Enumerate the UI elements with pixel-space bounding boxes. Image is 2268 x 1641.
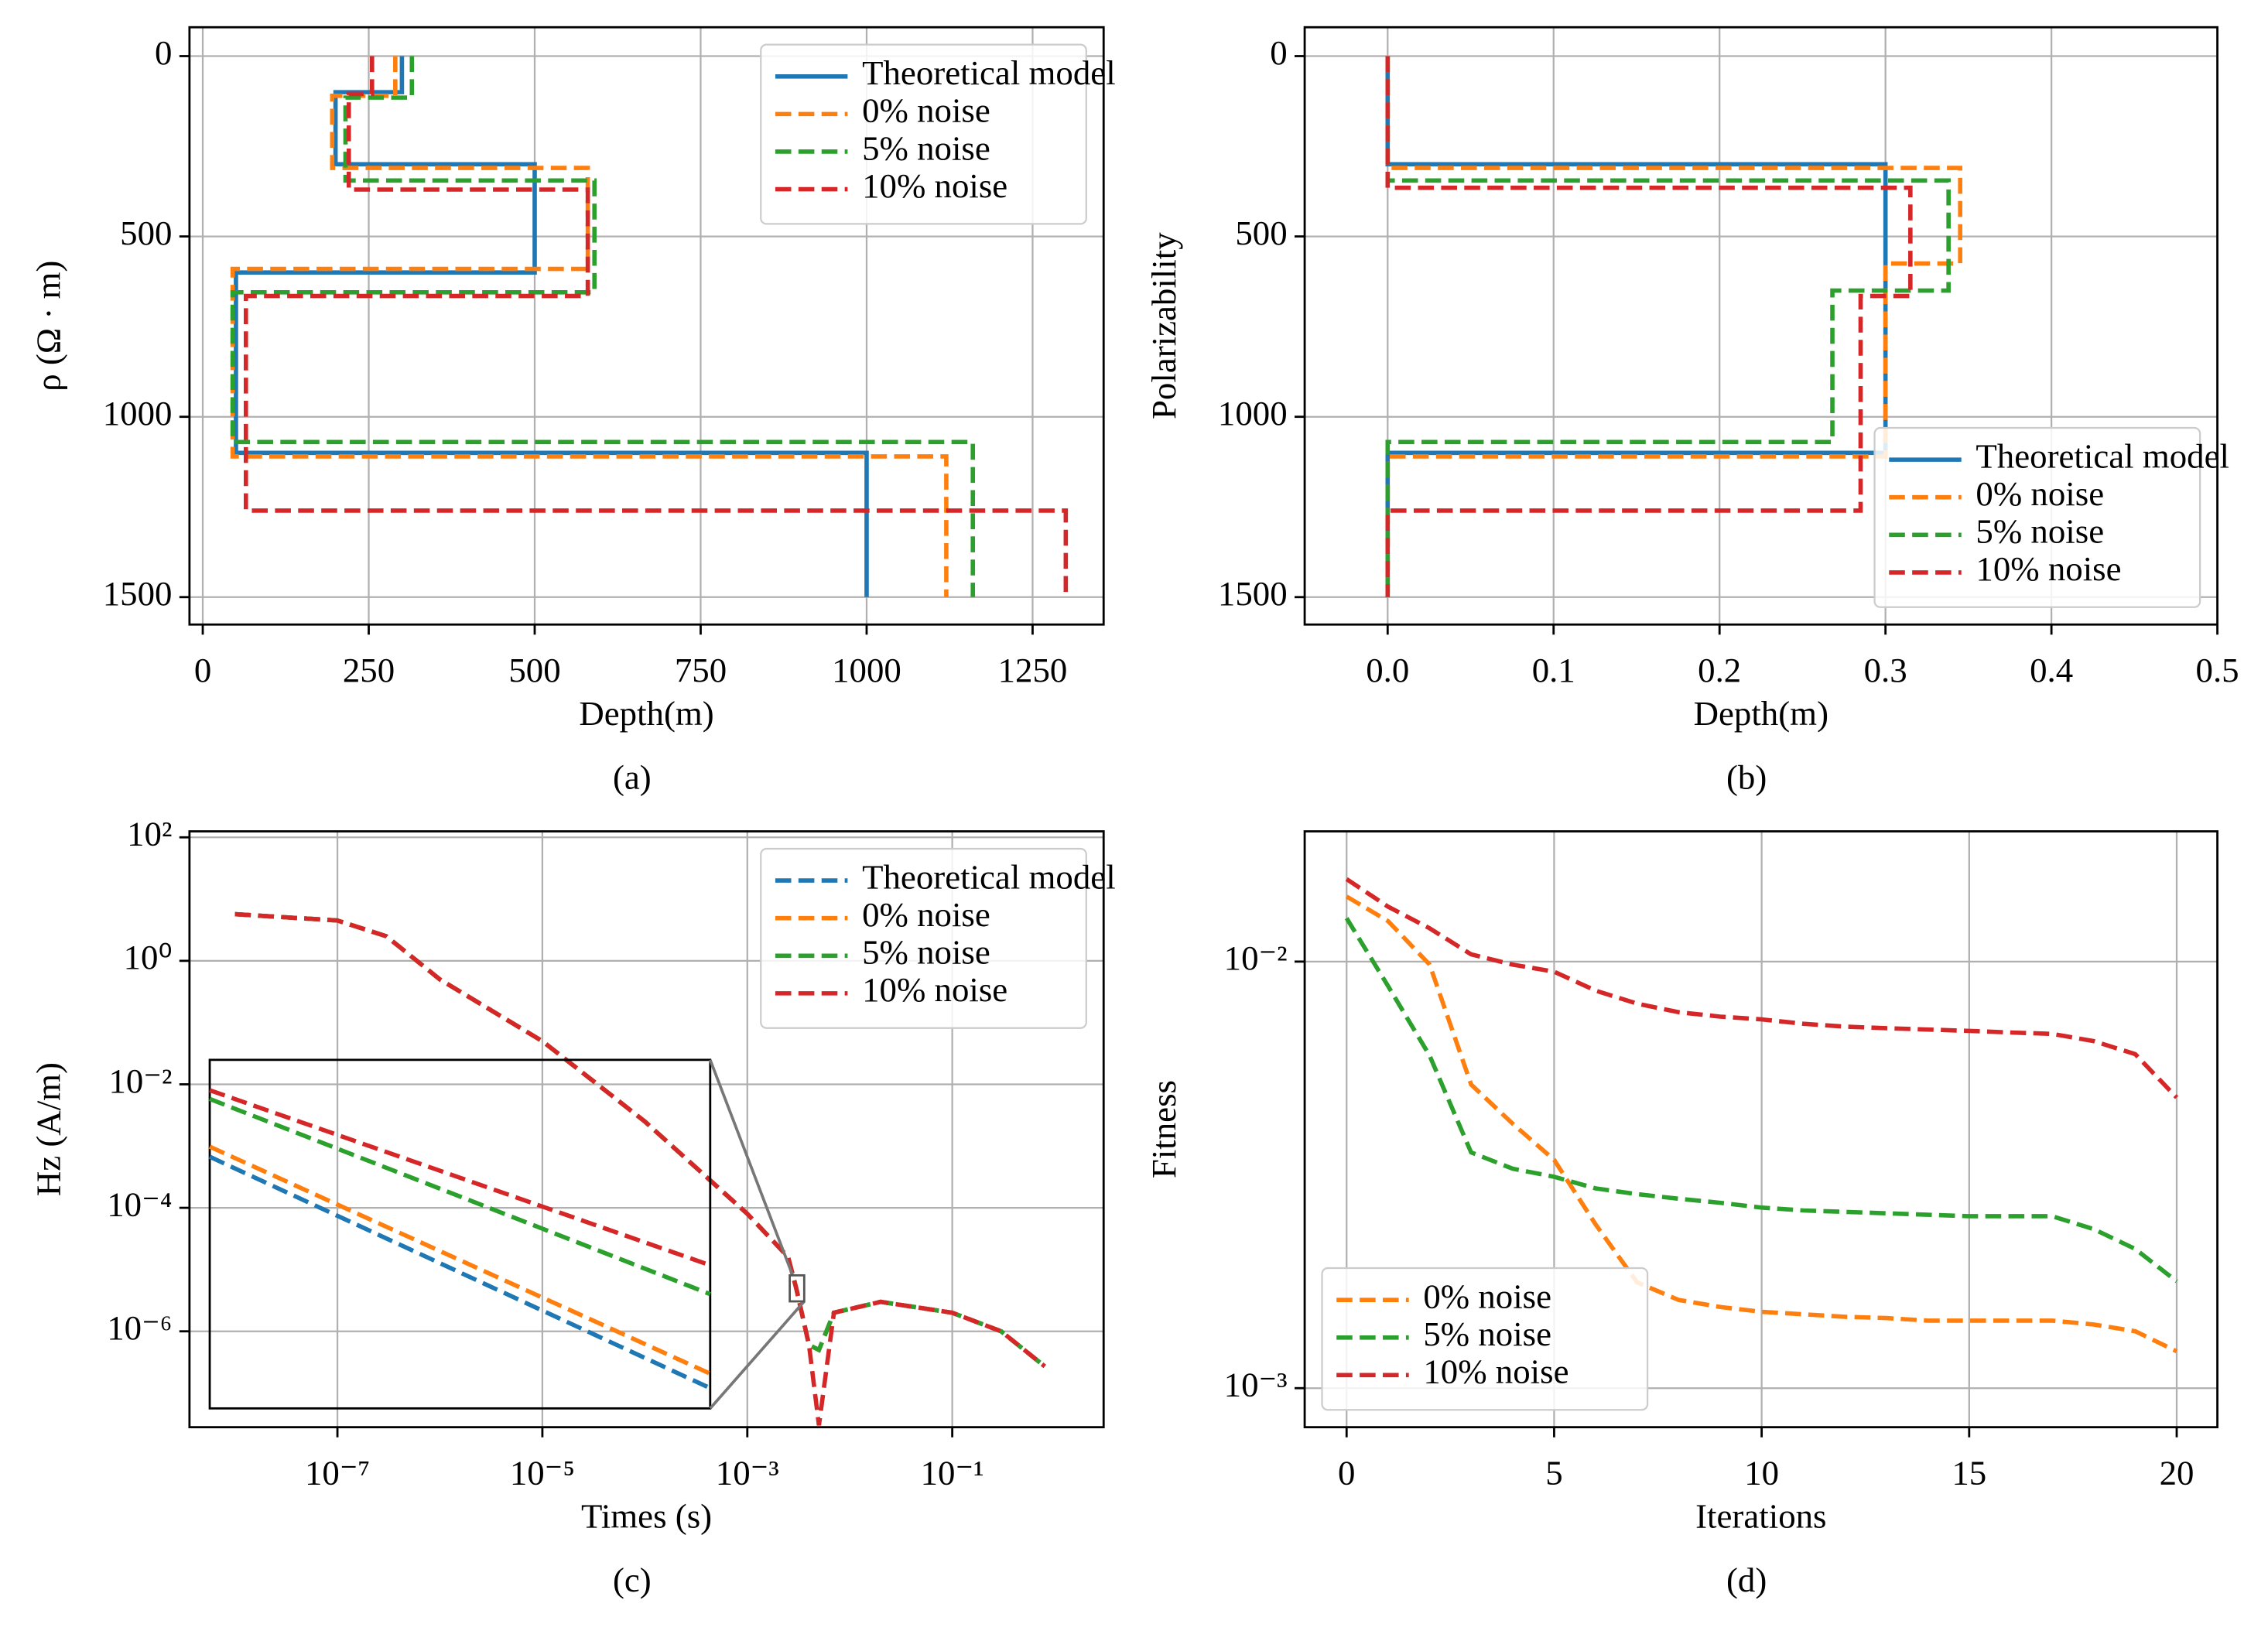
inset-line bbox=[208, 1154, 711, 1390]
y-axis-label: Polarizability bbox=[1144, 232, 1183, 419]
legend-label: Theoretical model bbox=[862, 53, 1116, 92]
x-axis-label: Iterations bbox=[1695, 1497, 1826, 1536]
legend-label: 10% noise bbox=[862, 166, 1007, 205]
x-tick-label: 0.2 bbox=[1698, 651, 1741, 689]
x-tick-label: 20 bbox=[2160, 1454, 2194, 1492]
legend-label: 0% noise bbox=[862, 91, 990, 130]
y-tick-label: 10² bbox=[127, 815, 172, 853]
series-line bbox=[230, 56, 976, 597]
connector bbox=[709, 1300, 806, 1410]
plot-frame bbox=[188, 26, 1105, 626]
inset-line bbox=[209, 1088, 711, 1267]
x-tick-label: 10⁻⁷ bbox=[305, 1454, 370, 1492]
panel: 10⁻⁷ 10⁻⁵ 10⁻³ 10⁻¹ 10² 10⁰ 10⁻² 10⁻⁴ 10⁻⁶ Times … bbox=[29, 815, 1116, 1599]
y-tick-label: 10⁻⁶ bbox=[107, 1308, 172, 1347]
legend-box bbox=[760, 847, 1087, 1029]
x-tick-label: 5 bbox=[1545, 1454, 1562, 1492]
legend-label: 5% noise bbox=[1423, 1315, 1551, 1353]
legend-label: 5% noise bbox=[862, 933, 990, 972]
legend-label: 10% noise bbox=[862, 970, 1007, 1009]
inset bbox=[208, 1058, 806, 1410]
y-tick-label: 1000 bbox=[1218, 394, 1288, 432]
legend-box bbox=[1321, 1267, 1649, 1411]
x-tick-label: 0.3 bbox=[1864, 651, 1907, 689]
panel: 0 250 500 750 1000 1250 0 500 1000 1500 Depth(m) ρ … bbox=[29, 26, 1116, 796]
series-line bbox=[1385, 56, 1962, 597]
legend-label: 10% noise bbox=[1423, 1352, 1568, 1391]
series-line bbox=[1385, 56, 1888, 597]
y-tick-label: 10⁻² bbox=[108, 1062, 172, 1100]
x-tick-label: 15 bbox=[1952, 1454, 1986, 1492]
inset-line bbox=[209, 1096, 711, 1297]
x-tick-label: 0.4 bbox=[2030, 651, 2073, 689]
y-tick-label: 10⁰ bbox=[124, 938, 173, 976]
legend-label: 10% noise bbox=[1976, 549, 2121, 588]
panel: 0 5 10 15 20 10⁻² 10⁻³ Iterations Fitness (d) 0% n… bbox=[1144, 830, 2218, 1599]
zoom-box bbox=[788, 1273, 806, 1303]
connector bbox=[709, 1059, 795, 1277]
x-tick-label: 10⁻⁵ bbox=[510, 1454, 575, 1492]
x-tick-label: 0 bbox=[194, 651, 211, 689]
y-tick-label: 0 bbox=[155, 33, 172, 72]
y-axis-label: Hz (A/m) bbox=[29, 1062, 68, 1196]
x-tick-label: 0.5 bbox=[2196, 651, 2239, 689]
legend-label: Theoretical model bbox=[862, 857, 1116, 896]
y-tick-label: 10⁻⁴ bbox=[107, 1185, 172, 1223]
y-tick-label: 500 bbox=[120, 214, 172, 252]
y-tick-label: 1000 bbox=[103, 394, 173, 432]
x-tick-label: 1250 bbox=[998, 651, 1068, 689]
plot-frame bbox=[1303, 26, 2218, 626]
series-line bbox=[230, 56, 949, 597]
series-line bbox=[1385, 56, 1951, 597]
y-tick-label: 0 bbox=[1270, 33, 1287, 72]
legend-box bbox=[760, 43, 1087, 225]
panel: 0.0 0.1 0.2 0.3 0.4 0.5 0 500 1000 1500 Depth(m) Po… bbox=[1144, 26, 2239, 796]
y-axis-label: Fitness bbox=[1144, 1080, 1183, 1178]
x-tick-label: 0.0 bbox=[1366, 651, 1409, 689]
caption: (c) bbox=[613, 1561, 652, 1599]
x-tick-label: 250 bbox=[343, 651, 395, 689]
series-line bbox=[234, 56, 869, 597]
legend-label: 5% noise bbox=[1976, 512, 2104, 551]
x-tick-label: 0.1 bbox=[1532, 651, 1575, 689]
x-axis-label: Times (s) bbox=[581, 1497, 712, 1536]
legend-box bbox=[1873, 426, 2201, 608]
x-tick-label: 1000 bbox=[832, 651, 901, 689]
inset-line bbox=[208, 1144, 711, 1376]
series-line bbox=[1385, 56, 1913, 597]
plot-frame bbox=[1303, 830, 2218, 1429]
caption: (d) bbox=[1726, 1561, 1767, 1599]
series-line bbox=[1345, 877, 2179, 1099]
y-tick-label: 1500 bbox=[103, 574, 173, 613]
x-axis-label: Depth(m) bbox=[579, 694, 713, 733]
legend-label: 0% noise bbox=[1976, 474, 2104, 513]
series-line bbox=[1344, 917, 2178, 1284]
caption: (b) bbox=[1726, 757, 1767, 796]
legend-label: 0% noise bbox=[862, 895, 990, 934]
y-tick-label: 10⁻³ bbox=[1224, 1365, 1288, 1403]
x-tick-label: 10⁻¹ bbox=[921, 1454, 984, 1492]
x-tick-label: 10⁻³ bbox=[716, 1454, 779, 1492]
x-tick-label: 0 bbox=[1338, 1454, 1355, 1492]
caption: (a) bbox=[613, 757, 652, 796]
x-tick-label: 500 bbox=[508, 651, 560, 689]
series-line bbox=[243, 56, 1069, 597]
x-tick-label: 10 bbox=[1744, 1454, 1779, 1492]
x-axis-label: Depth(m) bbox=[1694, 694, 1828, 733]
plot-frame bbox=[188, 830, 1105, 1429]
inset-frame bbox=[208, 1058, 712, 1410]
y-tick-label: 10⁻² bbox=[1224, 938, 1288, 977]
y-tick-label: 500 bbox=[1235, 214, 1287, 252]
legend-label: 0% noise bbox=[1423, 1277, 1551, 1315]
legend-label: Theoretical model bbox=[1976, 436, 2229, 475]
x-tick-label: 750 bbox=[675, 651, 727, 689]
y-tick-label: 1500 bbox=[1218, 574, 1288, 613]
legend-label: 5% noise bbox=[862, 128, 990, 167]
y-axis-label: ρ (Ω · m) bbox=[29, 261, 68, 391]
